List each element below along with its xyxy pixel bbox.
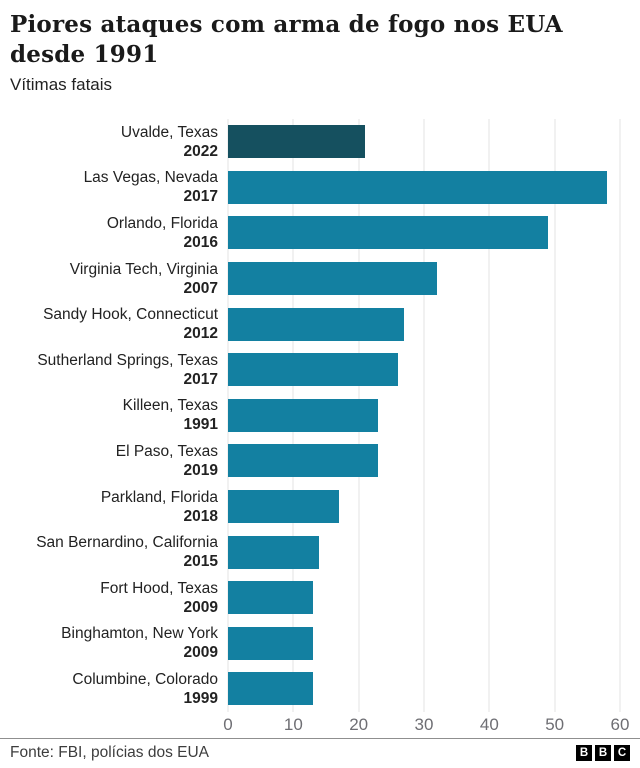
row-label: Sandy Hook, Connecticut 2012 <box>0 305 218 343</box>
bar-track <box>228 490 620 524</box>
bar-track <box>228 125 620 159</box>
chart-row: Parkland, Florida 2018 <box>0 484 640 530</box>
row-label: Orlando, Florida 2016 <box>0 214 218 252</box>
row-year: 2009 <box>183 598 218 616</box>
chart-row: Sandy Hook, Connecticut 2012 <box>0 301 640 347</box>
x-tick-label: 40 <box>479 714 499 734</box>
bar <box>228 581 313 615</box>
bar <box>228 170 607 204</box>
bbc-logo-letter: C <box>614 744 630 761</box>
row-year: 2022 <box>183 142 218 160</box>
chart-row: El Paso, Texas 2019 <box>0 438 640 484</box>
row-location: Parkland, Florida <box>100 488 218 506</box>
bar-track <box>228 398 620 432</box>
x-tick-label: 10 <box>283 714 303 734</box>
row-label: Fort Hood, Texas 2009 <box>0 579 218 617</box>
row-year: 2016 <box>183 233 218 251</box>
chart-row: Orlando, Florida 2016 <box>0 210 640 256</box>
row-location: Orlando, Florida <box>106 214 218 232</box>
row-location: Columbine, Colorado <box>72 670 218 688</box>
bar-track <box>228 262 620 296</box>
row-year: 2007 <box>183 279 218 297</box>
chart-subtitle: Vítimas fatais <box>10 75 113 94</box>
bbc-logo-letter: B <box>576 744 592 761</box>
bar <box>228 353 398 387</box>
bar-track <box>228 444 620 478</box>
bar <box>228 672 313 706</box>
bar <box>228 125 366 159</box>
bar <box>228 444 379 478</box>
bar-track <box>228 353 620 387</box>
row-location: Killeen, Texas <box>122 397 218 415</box>
row-label: Uvalde, Texas 2022 <box>0 123 218 161</box>
bar <box>228 398 379 432</box>
bar-track <box>228 535 620 569</box>
row-location: Fort Hood, Texas <box>100 579 218 597</box>
row-year: 1991 <box>183 416 218 434</box>
row-year: 2015 <box>183 553 218 571</box>
row-location: Virginia Tech, Virginia <box>69 260 218 278</box>
chart-row: Binghamton, New York 2009 <box>0 621 640 667</box>
row-year: 1999 <box>183 689 218 707</box>
bar <box>228 626 313 660</box>
chart-rows: Uvalde, Texas 2022 Las Vegas, Nevada 201… <box>0 119 640 712</box>
row-location: Binghamton, New York <box>61 625 218 643</box>
bbc-logo-letter: B <box>595 744 611 761</box>
chart-row: Fort Hood, Texas 2009 <box>0 575 640 621</box>
bar-track <box>228 170 620 204</box>
chart-header: Piores ataques com arma de fogo nos EUA … <box>0 0 640 96</box>
row-location: Sandy Hook, Connecticut <box>43 306 218 324</box>
x-tick-label: 30 <box>414 714 434 734</box>
chart-row: Columbine, Colorado 1999 <box>0 666 640 712</box>
row-label: San Bernardino, California 2015 <box>0 533 218 571</box>
row-label: El Paso, Texas 2019 <box>0 442 218 480</box>
row-label: Las Vegas, Nevada 2017 <box>0 168 218 206</box>
x-tick-label: 0 <box>223 714 233 734</box>
chart-row: San Bernardino, California 2015 <box>0 529 640 575</box>
bar <box>228 216 549 250</box>
row-location: Sutherland Springs, Texas <box>37 351 218 369</box>
chart-row: Killeen, Texas 1991 <box>0 393 640 439</box>
bar-track <box>228 216 620 250</box>
bar-track <box>228 626 620 660</box>
source-text: Fonte: FBI, polícias dos EUA <box>10 743 210 761</box>
row-year: 2009 <box>183 644 218 662</box>
bar <box>228 307 405 341</box>
row-label: Killeen, Texas 1991 <box>0 396 218 434</box>
x-tick-label: 20 <box>349 714 369 734</box>
x-tick-label: 60 <box>610 714 630 734</box>
x-tick-label: 50 <box>545 714 565 734</box>
row-label: Virginia Tech, Virginia 2007 <box>0 260 218 298</box>
row-location: San Bernardino, California <box>36 534 218 552</box>
row-location: Las Vegas, Nevada <box>83 169 218 187</box>
row-year: 2019 <box>183 461 218 479</box>
row-label: Columbine, Colorado 1999 <box>0 670 218 708</box>
bar-track <box>228 672 620 706</box>
row-location: El Paso, Texas <box>115 442 218 460</box>
bar-track <box>228 307 620 341</box>
row-label: Parkland, Florida 2018 <box>0 488 218 526</box>
row-location: Uvalde, Texas <box>120 123 218 141</box>
bar <box>228 535 320 569</box>
chart-row: Sutherland Springs, Texas 2017 <box>0 347 640 393</box>
bar-track <box>228 581 620 615</box>
chart-title: Piores ataques com arma de fogo nos EUA … <box>10 11 563 68</box>
row-label: Binghamton, New York 2009 <box>0 624 218 662</box>
chart-row: Las Vegas, Nevada 2017 <box>0 165 640 211</box>
row-year: 2012 <box>183 325 218 343</box>
chart-row: Virginia Tech, Virginia 2007 <box>0 256 640 302</box>
row-year: 2018 <box>183 507 218 525</box>
bar <box>228 490 340 524</box>
bar-chart: Uvalde, Texas 2022 Las Vegas, Nevada 201… <box>0 119 640 738</box>
row-label: Sutherland Springs, Texas 2017 <box>0 351 218 389</box>
x-axis: 0 10 20 30 40 50 60 <box>223 714 629 738</box>
row-year: 2017 <box>183 370 218 388</box>
row-year: 2017 <box>183 188 218 206</box>
bar <box>228 262 438 296</box>
chart-row: Uvalde, Texas 2022 <box>0 119 640 165</box>
